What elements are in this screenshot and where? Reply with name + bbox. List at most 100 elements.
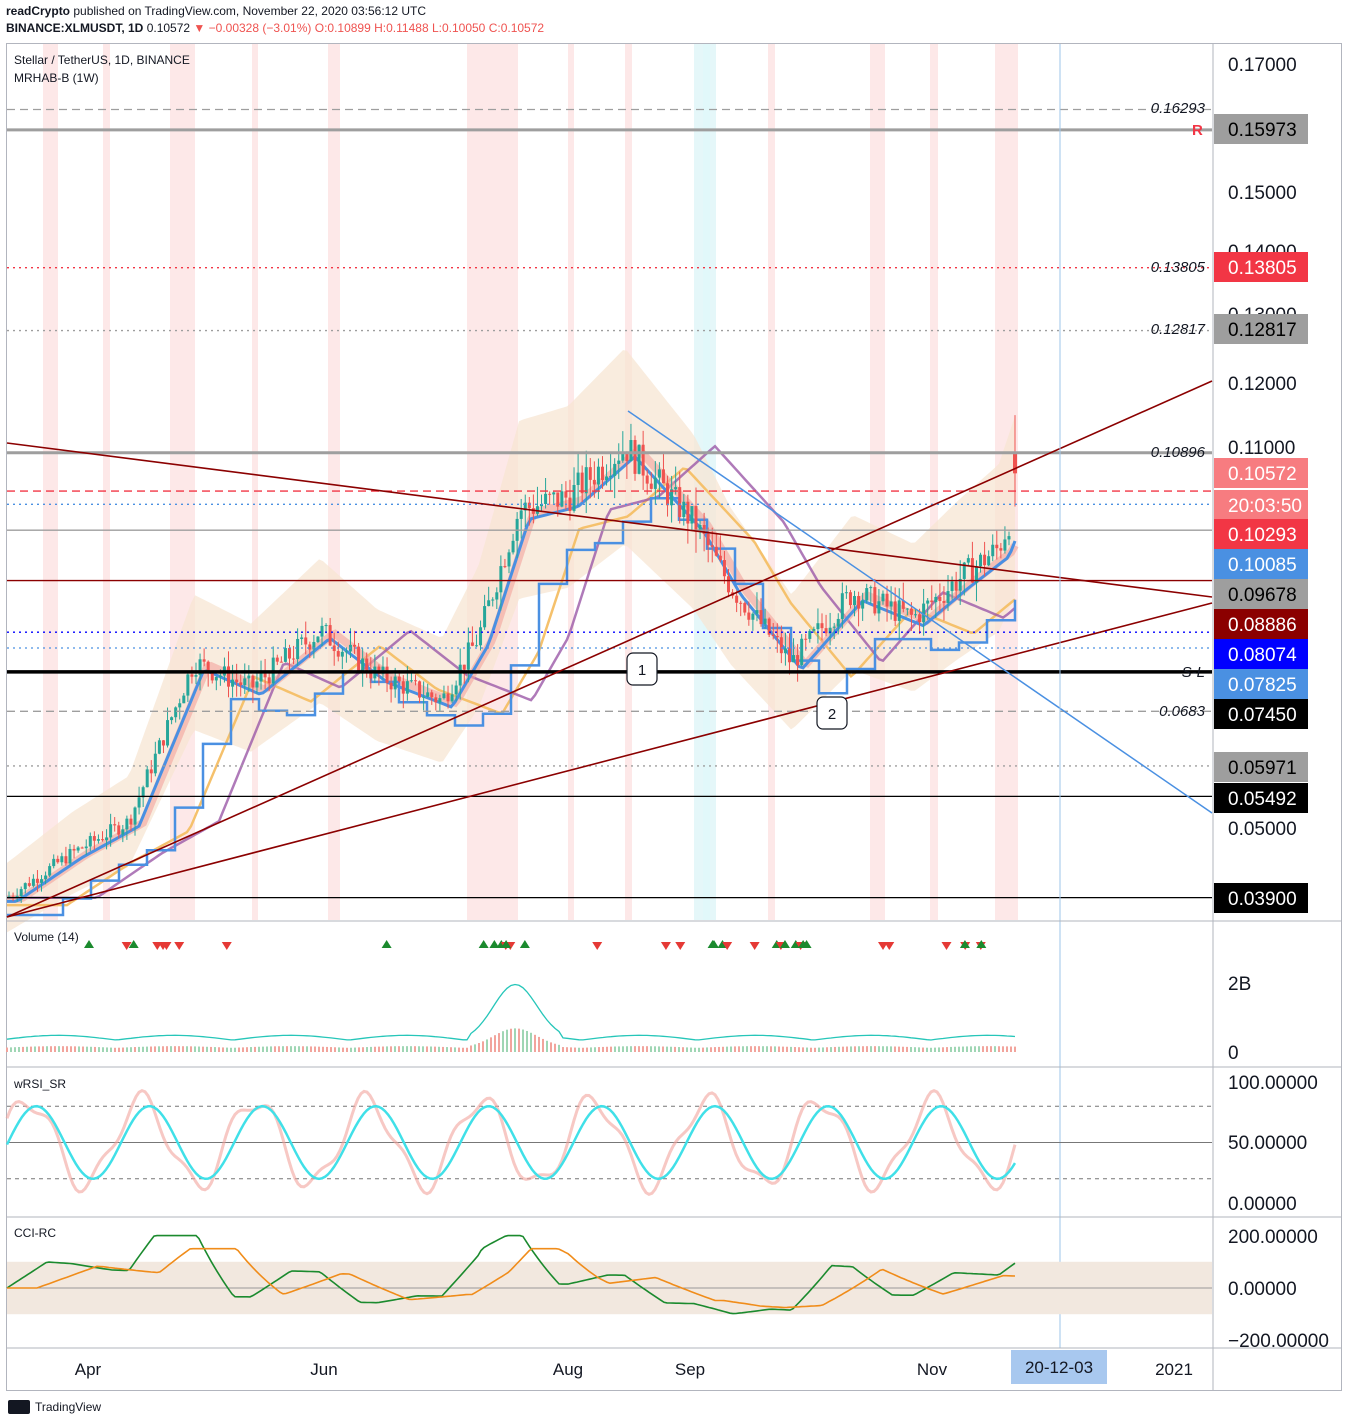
price-tag-box — [1214, 783, 1308, 813]
candle-body — [117, 825, 121, 835]
candle-body — [649, 483, 653, 489]
candle-body — [881, 593, 885, 602]
volume-signal-marker — [878, 942, 889, 950]
candle-body — [747, 612, 751, 620]
candle-body — [324, 625, 328, 627]
price-tag-box — [1214, 609, 1308, 639]
candle-body — [72, 848, 76, 851]
volume-ma-line — [6, 983, 1016, 1041]
candle-body — [869, 587, 873, 589]
candle-body — [418, 681, 422, 698]
candle-body — [52, 858, 56, 867]
blue-trend-line — [627, 410, 1213, 814]
candle-body — [243, 678, 247, 686]
main-title: Stellar / TetherUS, 1D, BINANCE — [14, 53, 190, 67]
candle-body — [267, 677, 271, 684]
price-tag-box — [1214, 519, 1308, 549]
candle-body — [446, 693, 450, 702]
candle-body — [544, 493, 548, 504]
candle-body — [40, 879, 44, 883]
volume-signal-marker — [976, 940, 987, 948]
candle-body — [540, 503, 544, 507]
candle-body — [68, 848, 72, 864]
candle-body — [958, 578, 962, 591]
candle-body — [735, 595, 739, 603]
candle-body — [962, 562, 966, 579]
price-pane[interactable]: 0.16293 0.13805 0.12817 0.10896 S-L 0.0683 R 1 2 — [6, 44, 1213, 1348]
candle-body — [125, 818, 129, 830]
low-value: L:0.10050 — [431, 21, 486, 35]
candle-body — [641, 444, 645, 476]
candle-body — [145, 769, 149, 788]
resistance-marker: R — [1192, 122, 1203, 139]
candle-body — [783, 648, 787, 654]
weekly-step-line — [7, 497, 1017, 917]
candle-body — [499, 566, 503, 593]
candle-body — [133, 807, 137, 825]
candle-body — [495, 592, 499, 600]
price-tag-text: 0.08886 — [1228, 615, 1297, 636]
candle-body — [970, 558, 974, 583]
candle-body — [763, 618, 767, 625]
candle-body — [629, 440, 633, 462]
price-tag-text: 0.05492 — [1228, 789, 1297, 810]
candle-body — [657, 469, 661, 478]
time-tick: Nov — [917, 1360, 948, 1379]
price-tag-box — [1214, 883, 1308, 913]
candle-body — [263, 673, 267, 678]
candle-body — [991, 544, 995, 557]
candle-body — [621, 451, 625, 461]
line-annotation: 0.0683 — [1159, 703, 1206, 720]
price-tick: 0.05000 — [1228, 819, 1297, 840]
candle-body — [934, 596, 938, 603]
candle-body — [80, 847, 84, 849]
volume-signal-marker — [798, 940, 809, 948]
volume-signal-marker — [884, 942, 895, 950]
candle-body — [706, 533, 710, 546]
line-annotation: 0.10896 — [1151, 444, 1206, 461]
candle-body — [527, 502, 531, 509]
footer-brand[interactable]: TradingView — [35, 1400, 102, 1414]
candle-body — [661, 469, 665, 484]
line-annotation: 0.16293 — [1151, 100, 1206, 117]
price-tick: 0.17000 — [1228, 55, 1297, 76]
pattern-marker-label: 2 — [828, 706, 836, 723]
volume-signal-marker — [128, 940, 139, 948]
candle-body — [568, 497, 572, 511]
volume-signal-marker — [161, 942, 172, 950]
candle-body — [816, 623, 820, 630]
candle-body — [292, 658, 296, 660]
price-tick: 0.11000 — [1228, 438, 1295, 459]
candle-body — [556, 492, 560, 507]
candle-body — [487, 600, 491, 607]
signal-band — [170, 44, 195, 920]
candle-body — [105, 837, 109, 841]
candle-body — [645, 475, 649, 484]
candle-body — [751, 613, 755, 620]
candle-body — [389, 682, 393, 690]
signal-band — [870, 44, 885, 920]
candle-body — [897, 600, 901, 621]
candle-body — [893, 601, 897, 621]
candle-body — [1007, 536, 1011, 540]
candle-body — [100, 839, 104, 841]
publisher-name[interactable]: readCrypto — [6, 4, 71, 18]
price-tag-text: 0.07825 — [1228, 675, 1297, 696]
uptrend-line-shallow — [6, 602, 1213, 918]
cci-tick: 200.00000 — [1228, 1227, 1318, 1248]
candle-body — [548, 493, 552, 495]
candle-body — [670, 489, 674, 506]
candle-body — [170, 717, 174, 721]
candle-body — [905, 608, 909, 610]
price-axis-labels: 0.170000.150000.120000.110000.050000.140… — [1214, 55, 1308, 913]
cursor-date-box — [1011, 1350, 1107, 1384]
candle-body — [828, 627, 832, 634]
price-tag-text: 0.10085 — [1228, 555, 1297, 576]
candle-body — [462, 664, 466, 670]
line-annotation: S-L — [1182, 664, 1205, 681]
candle-body — [137, 797, 141, 808]
candle-body — [666, 483, 670, 506]
candle-body — [186, 674, 190, 696]
candle-body — [739, 602, 743, 604]
